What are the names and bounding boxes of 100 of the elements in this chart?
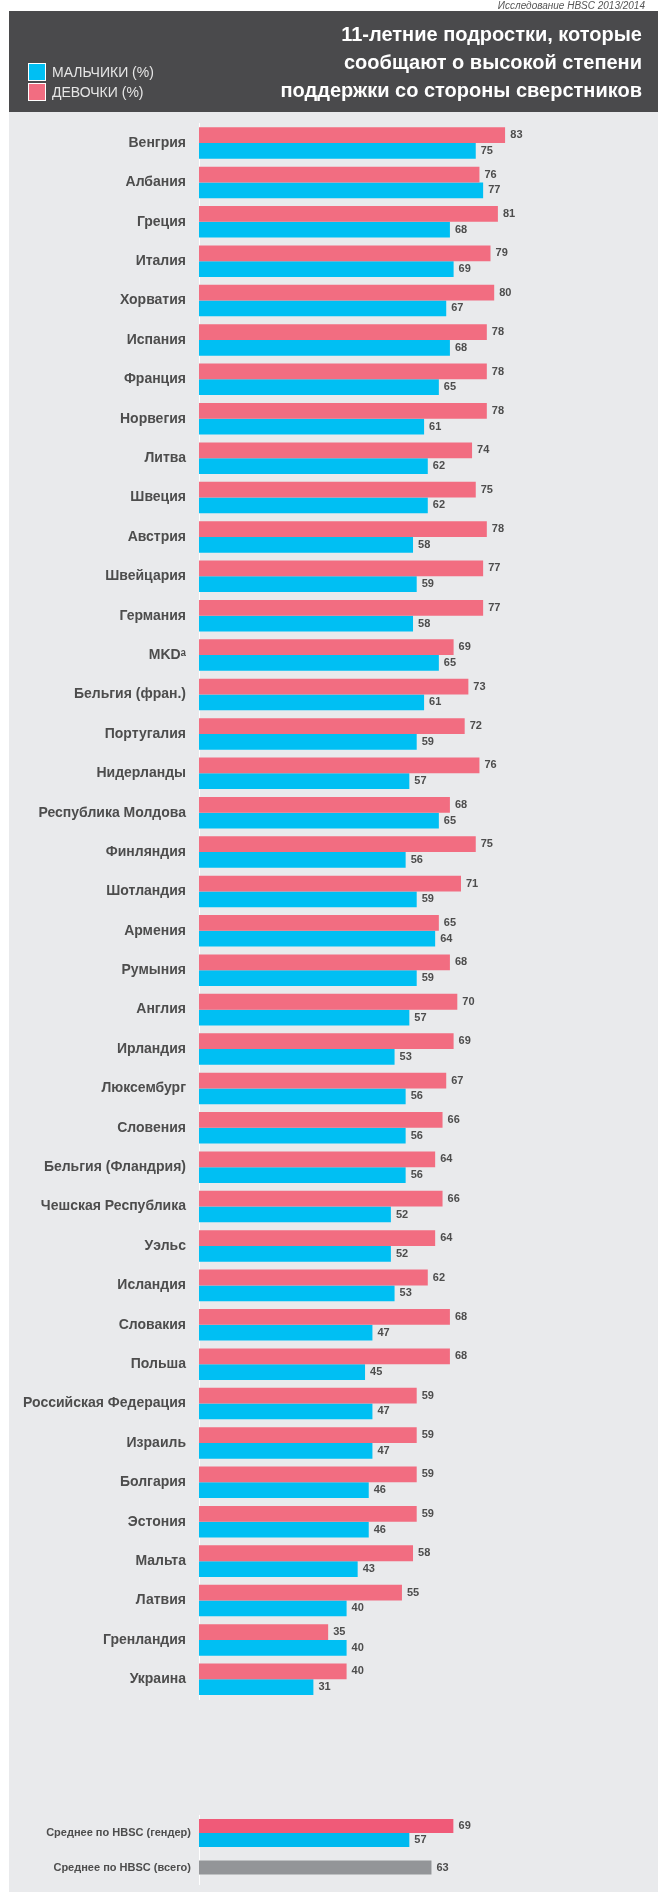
bar — [199, 1561, 358, 1577]
data-label: 61 — [429, 419, 442, 432]
bar — [199, 1427, 417, 1443]
bar — [199, 481, 476, 498]
bar — [199, 458, 428, 474]
bar — [199, 363, 487, 380]
data-label: 55 — [406, 1585, 420, 1598]
y-tick-label: Румыния — [121, 961, 186, 978]
bar — [199, 1442, 373, 1459]
bar — [199, 521, 487, 537]
y-tick-label: Чешская Республика — [40, 1197, 187, 1214]
data-label: 59 — [421, 892, 434, 905]
bar — [199, 1521, 369, 1538]
data-label: 52 — [395, 1246, 409, 1259]
text: Исследование HBSC 2013/2014 — [497, 0, 645, 11]
bar — [199, 812, 439, 829]
data-label: 69 — [458, 1034, 471, 1047]
data-label: 68 — [454, 1349, 468, 1362]
y-tick-label: Израиль — [126, 1433, 187, 1450]
bar — [199, 639, 454, 656]
bar — [199, 1387, 417, 1404]
data-label: 56 — [410, 1128, 423, 1141]
data-label: 59 — [421, 1388, 434, 1401]
y-tick-label: Латвия — [135, 1591, 186, 1608]
bar — [199, 1663, 347, 1680]
data-label: 56 — [410, 1168, 423, 1181]
data-label: 68 — [454, 1309, 468, 1322]
y-tick-label: Албания — [125, 173, 186, 190]
bar — [199, 1584, 402, 1601]
bar — [199, 1112, 443, 1128]
bar — [199, 930, 436, 947]
data-label: 73 — [473, 679, 486, 692]
bar — [199, 954, 450, 971]
bar — [199, 379, 439, 396]
bar — [199, 1151, 436, 1168]
data-label: 71 — [465, 876, 479, 889]
data-label: 65 — [443, 656, 457, 669]
data-label: 69 — [458, 262, 471, 275]
data-label: 47 — [377, 1404, 390, 1417]
y-tick-label: Среднее по HBSC (всего) — [53, 1860, 192, 1873]
data-label: 81 — [502, 206, 516, 219]
data-label: 63 — [436, 1860, 449, 1873]
data-label: 59 — [421, 734, 434, 747]
bar — [199, 1190, 443, 1207]
bar — [199, 1309, 450, 1325]
bar — [199, 182, 484, 199]
y-tick-label: Венгрия — [128, 133, 186, 150]
bar — [199, 127, 506, 143]
y-tick-label: Мальта — [135, 1551, 187, 1568]
y-tick-label: Украина — [129, 1670, 187, 1687]
data-label: 77 — [488, 600, 501, 613]
bar — [199, 560, 484, 577]
data-label: 75 — [480, 837, 493, 850]
y-tick-label: Уэльс — [144, 1236, 187, 1253]
bar — [199, 891, 417, 908]
data-label: 43 — [362, 1562, 375, 1575]
bar — [199, 536, 414, 553]
data-label: 59 — [421, 1428, 434, 1441]
data-label: 47 — [377, 1325, 390, 1338]
y-tick-label: Польша — [130, 1355, 187, 1372]
data-label: 77 — [488, 183, 501, 196]
y-tick-label: Швеция — [130, 488, 186, 505]
data-label: 69 — [458, 640, 471, 653]
bar — [199, 442, 473, 459]
data-label: 77 — [488, 561, 501, 574]
bar — [199, 733, 417, 750]
data-label: 47 — [377, 1443, 390, 1456]
bar — [199, 1245, 391, 1262]
bar — [199, 1206, 391, 1223]
bar — [199, 324, 487, 340]
y-tick-label: Австрия — [127, 527, 186, 544]
y-tick-label: Бельгия (Фландрия) — [43, 1158, 186, 1175]
data-label: 65 — [443, 916, 457, 928]
y-tick-label: MKDᵃ — [148, 645, 187, 662]
y-tick-label: Армения — [124, 921, 186, 938]
bar — [199, 718, 465, 734]
y-tick-label: Швейцария — [105, 567, 186, 584]
bar — [199, 300, 447, 317]
bar — [199, 1505, 417, 1522]
data-label: 68 — [454, 340, 468, 353]
y-tick-label: Греция — [136, 212, 186, 229]
bar — [199, 1639, 347, 1656]
data-label: 58 — [418, 1546, 431, 1559]
bar — [199, 1403, 373, 1420]
data-label: 83 — [510, 128, 523, 141]
bar — [199, 1545, 414, 1562]
bar — [199, 599, 484, 616]
bar — [199, 245, 491, 262]
data-label: 62 — [432, 459, 446, 472]
data-label: 74 — [477, 443, 491, 456]
bar — [199, 1364, 366, 1380]
data-label: 67 — [451, 301, 464, 314]
y-tick-label: Финляндия — [105, 842, 186, 859]
bar — [199, 261, 454, 277]
data-label: 57 — [414, 1010, 427, 1023]
data-label: 76 — [484, 167, 497, 180]
bar — [199, 221, 450, 238]
data-label: 57 — [414, 774, 427, 787]
y-tick-label: Эстония — [127, 1512, 186, 1529]
bar — [199, 970, 417, 986]
